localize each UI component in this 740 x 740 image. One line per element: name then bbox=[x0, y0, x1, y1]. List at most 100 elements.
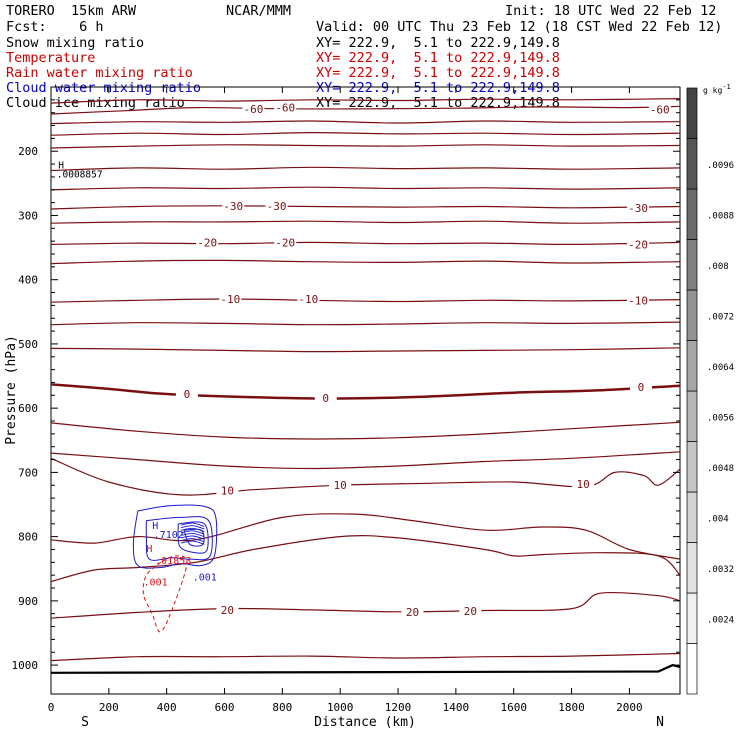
cloud-water-contour bbox=[181, 525, 205, 530]
field-temperature-xy: XY= 222.9, 5.1 to 222.9,149.8 bbox=[316, 50, 560, 66]
x-axis-title: Distance (km) bbox=[314, 715, 416, 730]
field-rain-name: Rain water mixing ratio bbox=[6, 65, 193, 81]
temperature-label-bg bbox=[216, 603, 239, 616]
temperature-label: 10 bbox=[334, 479, 347, 492]
temperature-label: 20 bbox=[221, 604, 234, 617]
temperature-contour bbox=[50, 144, 681, 149]
colorbar-swatch bbox=[686, 441, 698, 493]
temperature-contour bbox=[50, 166, 681, 172]
temperature-label-bg bbox=[216, 484, 239, 497]
y-tick-label: 200 bbox=[18, 145, 38, 158]
y-tick-label: 400 bbox=[18, 274, 38, 287]
endpoint-left-label: S bbox=[81, 715, 89, 730]
rain-water-label: H bbox=[146, 544, 152, 555]
temperature-contour bbox=[50, 98, 681, 104]
colorbar-swatch bbox=[686, 138, 698, 190]
cloud-water-contour bbox=[145, 516, 213, 561]
cloud-water-contour bbox=[181, 527, 205, 532]
cloud-water-contour bbox=[181, 540, 205, 545]
temperature-label: -20 bbox=[197, 236, 217, 249]
x-tick-label: 2000 bbox=[616, 701, 643, 714]
temperature-label-bg bbox=[222, 199, 245, 212]
temperature-label: -30 bbox=[223, 200, 243, 213]
colorbar-swatch bbox=[686, 87, 698, 139]
temperature-label-bg bbox=[297, 292, 320, 305]
colorbar-label: .0024 bbox=[707, 615, 734, 625]
temperature-contour bbox=[50, 220, 681, 224]
temperature-label-bg bbox=[265, 199, 288, 212]
cloud-water-contour bbox=[181, 530, 205, 535]
temperature-contour bbox=[50, 241, 681, 246]
temperature-label: 10 bbox=[576, 478, 589, 491]
temperature-contour bbox=[50, 321, 681, 326]
y-tick-label: 1000 bbox=[12, 659, 39, 672]
temperature-contour bbox=[50, 259, 681, 265]
snow-label: H bbox=[58, 161, 64, 172]
colorbar-swatch bbox=[686, 542, 698, 594]
temperature-label-bg bbox=[401, 605, 424, 618]
y-tick-label: 900 bbox=[18, 595, 38, 608]
temperature-label: -60 bbox=[275, 102, 295, 115]
temperature-label: 20 bbox=[464, 605, 477, 618]
temperature-label-bg bbox=[627, 201, 650, 214]
x-tick-label: 200 bbox=[99, 701, 119, 714]
temperature-label-bg bbox=[629, 380, 652, 393]
y-axis-title: Pressure (hPa) bbox=[4, 335, 19, 445]
temperature-label-bg bbox=[572, 477, 595, 490]
colorbar-label: .0048 bbox=[707, 464, 734, 474]
cloud-water-contour bbox=[181, 532, 205, 538]
temperature-label: -10 bbox=[298, 293, 318, 306]
cloud-water-contour bbox=[181, 535, 205, 540]
rain-water-label: .001 bbox=[144, 578, 168, 589]
y-tick-label: 300 bbox=[18, 209, 38, 222]
plot-frame bbox=[50, 86, 681, 695]
colorbar-label: .0096 bbox=[707, 161, 734, 171]
valid-label: Valid: 00 UTC Thu 23 Feb 12 (18 CST Wed … bbox=[316, 19, 723, 35]
model-label: TORERO 15km ARW bbox=[6, 3, 137, 19]
colorbar-swatch bbox=[686, 340, 698, 392]
temperature-contour bbox=[50, 105, 681, 115]
center-label: NCAR/MMM bbox=[226, 3, 292, 19]
init-label: Init: 18 UTC Wed 22 Feb 12 bbox=[505, 3, 717, 19]
temperature-label: 0 bbox=[184, 388, 191, 401]
temperature-contour bbox=[50, 298, 681, 303]
temperature-label-bg bbox=[274, 236, 297, 249]
y-tick-label: 700 bbox=[18, 466, 38, 479]
temperature-contour bbox=[50, 457, 681, 496]
x-tick-label: 1600 bbox=[500, 701, 527, 714]
temperature-label-bg bbox=[219, 292, 242, 305]
x-tick-label: 1400 bbox=[443, 701, 470, 714]
colorbar-swatch bbox=[686, 643, 698, 695]
field-cloud-ice-name: Cloud ice mixing ratio bbox=[6, 95, 185, 111]
x-tick-label: 1000 bbox=[327, 701, 354, 714]
temperature-label-bg bbox=[196, 236, 219, 249]
cloud-water-label: H bbox=[152, 521, 158, 532]
cloud-water-contour bbox=[181, 522, 205, 527]
colorbar-swatch bbox=[686, 491, 698, 543]
terrain-line bbox=[50, 663, 681, 674]
y-tick-label: 500 bbox=[18, 338, 38, 351]
x-tick-label: 0 bbox=[48, 701, 55, 714]
x-tick-label: 800 bbox=[272, 701, 292, 714]
temperature-label: 10 bbox=[221, 484, 234, 497]
temperature-contour bbox=[50, 186, 681, 191]
cloud-water-label: .001 bbox=[193, 572, 217, 583]
y-tick-label: 800 bbox=[18, 531, 38, 544]
temperature-label: -10 bbox=[220, 293, 240, 306]
endpoint-right-label: N bbox=[656, 715, 664, 730]
temperature-contour bbox=[50, 131, 681, 136]
field-snow-name: Snow mixing ratio bbox=[6, 35, 145, 51]
field-cloud-water-xy: XY= 222.9, 5.1 to 222.9,149.8 bbox=[316, 80, 560, 96]
temperature-label-bg bbox=[627, 238, 650, 251]
temperature-contour bbox=[50, 652, 681, 662]
x-tick-label: 1200 bbox=[385, 701, 412, 714]
colorbar-label: .004 bbox=[707, 514, 729, 524]
temperature-label: -10 bbox=[628, 294, 648, 307]
temperature-label: -30 bbox=[267, 200, 287, 213]
colorbar-swatch bbox=[686, 390, 698, 442]
field-temperature-name: Temperature bbox=[6, 50, 96, 66]
temperature-label-bg bbox=[459, 605, 482, 618]
temperature-label: -20 bbox=[275, 236, 295, 249]
cloud-water-contour bbox=[132, 504, 218, 569]
